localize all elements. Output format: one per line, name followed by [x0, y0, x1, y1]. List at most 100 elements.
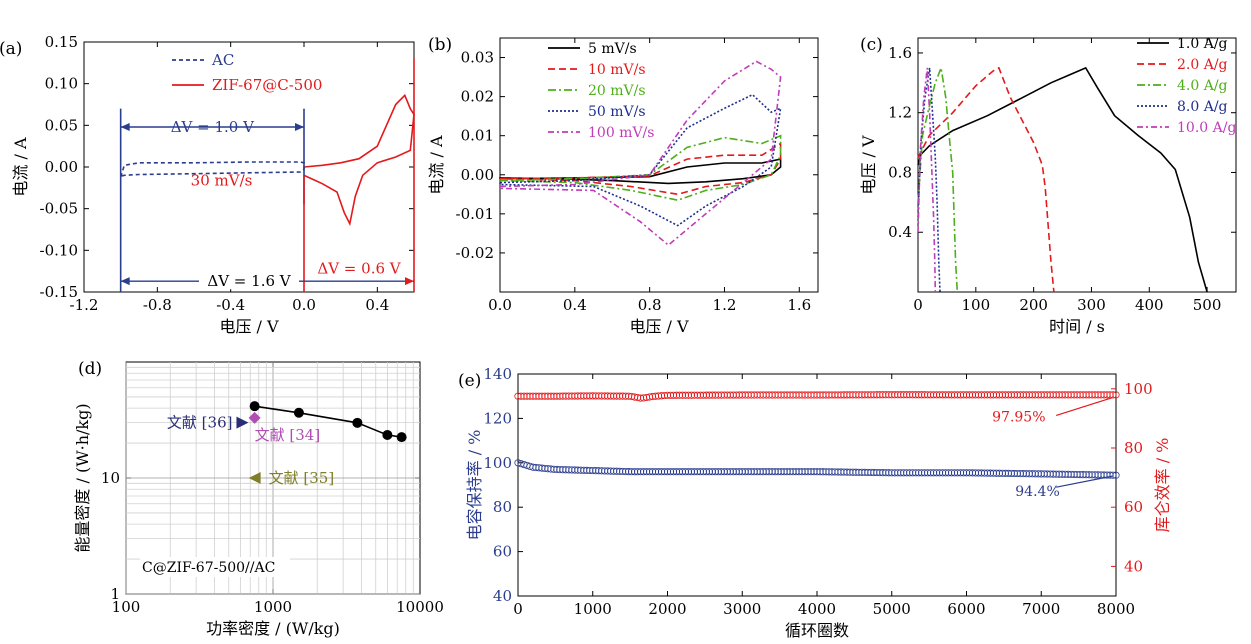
y-tick-label: 1.2 [888, 104, 912, 122]
efficiency-point [1055, 391, 1063, 399]
retention-point [720, 468, 728, 476]
panel-letter: (e) [458, 371, 481, 391]
efficiency-point [514, 392, 522, 400]
y-tick-label: 60 [493, 543, 512, 561]
efficiency-point [666, 391, 675, 399]
efficiency-point [876, 391, 884, 399]
retention-point [684, 468, 693, 476]
efficiency-point [882, 391, 890, 399]
efficiency-point [660, 391, 669, 400]
efficiency-point [810, 391, 818, 399]
retention-point [747, 468, 755, 476]
retention-point [696, 468, 704, 476]
efficiency-point [616, 392, 624, 400]
efficiency-point [843, 391, 851, 399]
annotation-delta-v-zif: ΔV = 0.6 V [317, 260, 401, 278]
efficiency-point [956, 391, 965, 399]
efficiency-point [959, 391, 968, 399]
efficiency-point [962, 391, 971, 399]
retention-point [583, 466, 591, 474]
efficiency-point [675, 391, 684, 399]
y-tick-label: 100 [483, 454, 512, 472]
efficiency-point [684, 391, 693, 399]
retention-point [574, 466, 582, 474]
efficiency-point [1040, 391, 1048, 399]
panel-d: 100 1000 10000 1 10 功率密度 / (W/kg) 能量密度 / (W·h/… [73, 359, 444, 638]
retention-point [1067, 470, 1075, 479]
retention-point [672, 468, 681, 476]
efficiency-point [738, 391, 746, 399]
efficiency-point [927, 391, 935, 399]
x-tick-label: 7000 [1022, 600, 1060, 618]
efficiency-point [726, 391, 734, 399]
efficiency-point [598, 392, 606, 400]
retention-point [816, 468, 824, 476]
efficiency-point [565, 392, 573, 400]
retention-point [553, 465, 561, 474]
efficiency-point [1100, 391, 1108, 399]
retention-point [735, 468, 743, 476]
retention-point [666, 468, 675, 476]
retention-point [953, 469, 962, 477]
retention-point [924, 469, 932, 477]
retention-point [956, 469, 965, 477]
retention-point [843, 468, 851, 476]
retention-point [918, 469, 926, 477]
retention-point [1046, 470, 1054, 478]
legend-label: 8.0 A/g [1177, 99, 1228, 115]
efficiency-point [941, 391, 950, 399]
panel-b: 0.0 0.4 0.8 1.2 1.6 -0.02 -0.01 0.00 0.01 0.02 0.0… [427, 35, 819, 336]
efficiency-point [604, 392, 612, 400]
x-tick-label: 400 [1135, 296, 1164, 314]
retention-point [965, 469, 974, 477]
y-tick-label: 1 [110, 585, 120, 603]
efficiency-point [921, 391, 929, 399]
gcd-curve [917, 67, 941, 293]
gcd-curve [917, 66, 1055, 293]
retention-point [690, 468, 699, 476]
efficiency-point [992, 391, 1001, 399]
retention-point [1025, 470, 1033, 478]
retention-point [1049, 470, 1057, 478]
retention-point [771, 468, 779, 476]
retention-point [783, 468, 791, 476]
y-tick-label: -0.05 [40, 200, 78, 218]
retention-point [714, 468, 722, 476]
y-tick-label: 0.4 [888, 223, 912, 241]
retention-point [825, 468, 833, 476]
retention-point [1010, 469, 1018, 478]
retention-point [744, 468, 752, 476]
efficiency-point [610, 392, 618, 400]
retention-point [1082, 471, 1090, 479]
efficiency-point [870, 391, 878, 399]
y-tick-label: 40 [493, 587, 512, 605]
gcd-curve [917, 67, 937, 293]
annotation-arrow [1056, 475, 1113, 488]
retention-point [598, 467, 606, 475]
retention-point [741, 468, 749, 476]
legend-label: 100 mV/s [588, 125, 654, 141]
y-tick-label: -0.15 [40, 283, 78, 301]
y-axis-title: 电容保持率 / % [465, 430, 484, 541]
retention-point [840, 468, 848, 476]
retention-point [753, 468, 761, 476]
retention-point [777, 468, 785, 476]
retention-point [879, 469, 887, 477]
retention-point [903, 469, 911, 477]
efficiency-point [535, 392, 543, 400]
x-tick-label: 200 [1019, 296, 1048, 314]
efficiency-point [1043, 391, 1051, 399]
retention-point [876, 469, 884, 477]
y-tick-label: -0.02 [456, 244, 494, 262]
efficiency-point [792, 391, 800, 399]
retention-point [1040, 470, 1048, 478]
arrowhead [405, 277, 414, 286]
efficiency-point [607, 392, 615, 400]
efficiency-point [816, 391, 824, 399]
efficiency-point [1058, 391, 1066, 399]
efficiency-point [663, 391, 672, 399]
efficiency-point [568, 392, 576, 400]
retention-point [571, 466, 579, 474]
retention-point [941, 469, 950, 477]
retention-point [1106, 471, 1114, 479]
